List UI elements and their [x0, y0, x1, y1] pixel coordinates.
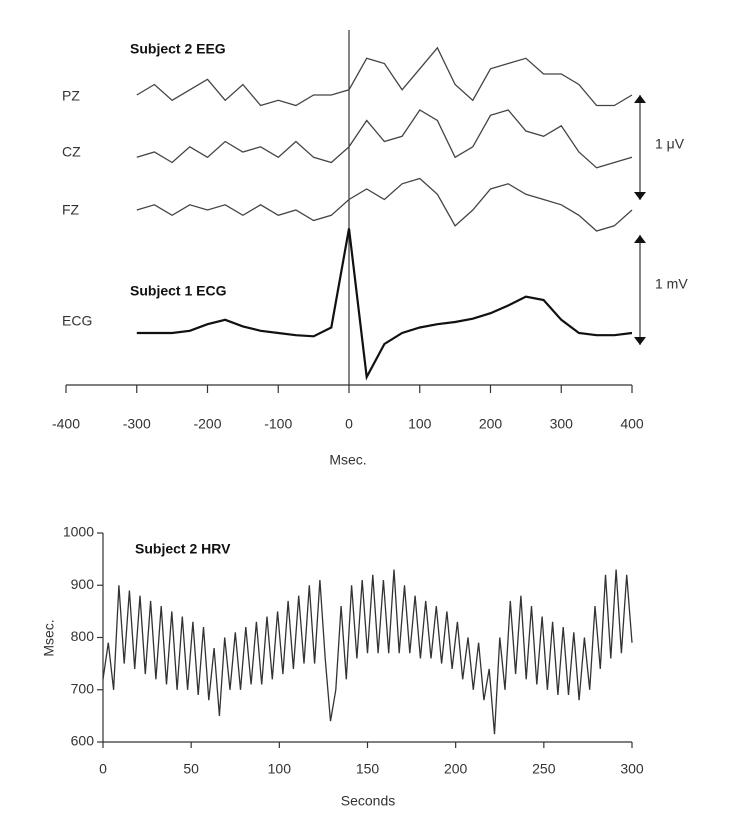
trace-label: CZ: [62, 144, 81, 160]
x-tick-label: 100: [268, 761, 292, 777]
arrow-head: [634, 337, 646, 345]
trace-line: [136, 177, 633, 232]
x-tick-label: 50: [183, 761, 199, 777]
trace-label: FZ: [62, 202, 80, 218]
y-axis-label: Msec.: [41, 619, 57, 656]
x-tick-label: 0: [99, 761, 107, 777]
scale-label: 1 μV: [655, 136, 685, 152]
x-tick-label: 400: [620, 416, 644, 432]
trace-line: [136, 46, 633, 107]
y-tick-label: 700: [71, 680, 95, 696]
x-tick-label: 200: [479, 416, 503, 432]
arrow-head: [634, 192, 646, 200]
trace-line: [136, 228, 633, 381]
x-tick-label: 0: [345, 416, 353, 432]
x-tick-label: -400: [52, 416, 80, 432]
x-tick-label: 300: [550, 416, 574, 432]
y-tick-label: 600: [71, 733, 95, 749]
x-axis-label: Seconds: [341, 793, 395, 809]
arrow-head: [634, 95, 646, 103]
y-tick-label: 900: [71, 576, 95, 592]
x-tick-label: 100: [408, 416, 432, 432]
trace-label: PZ: [62, 88, 80, 104]
x-tick-label: 150: [356, 761, 380, 777]
eeg-title: Subject 2 EEG: [130, 41, 226, 57]
trace-label: ECG: [62, 313, 92, 329]
arrow-head: [634, 235, 646, 243]
trace-line: [136, 109, 633, 169]
scale-label: 1 mV: [655, 276, 688, 292]
hrv-line: [102, 569, 633, 735]
x-tick-label: -100: [264, 416, 292, 432]
x-tick-label: 300: [620, 761, 644, 777]
x-tick-label: -200: [193, 416, 221, 432]
x-tick-label: 200: [444, 761, 468, 777]
y-tick-label: 800: [71, 628, 95, 644]
hrv-title: Subject 2 HRV: [135, 541, 231, 557]
x-tick-label: 250: [532, 761, 556, 777]
x-tick-label: -300: [123, 416, 151, 432]
x-axis-label: Msec.: [329, 452, 366, 468]
ecg-title: Subject 1 ECG: [130, 283, 227, 299]
y-tick-label: 1000: [63, 524, 94, 540]
